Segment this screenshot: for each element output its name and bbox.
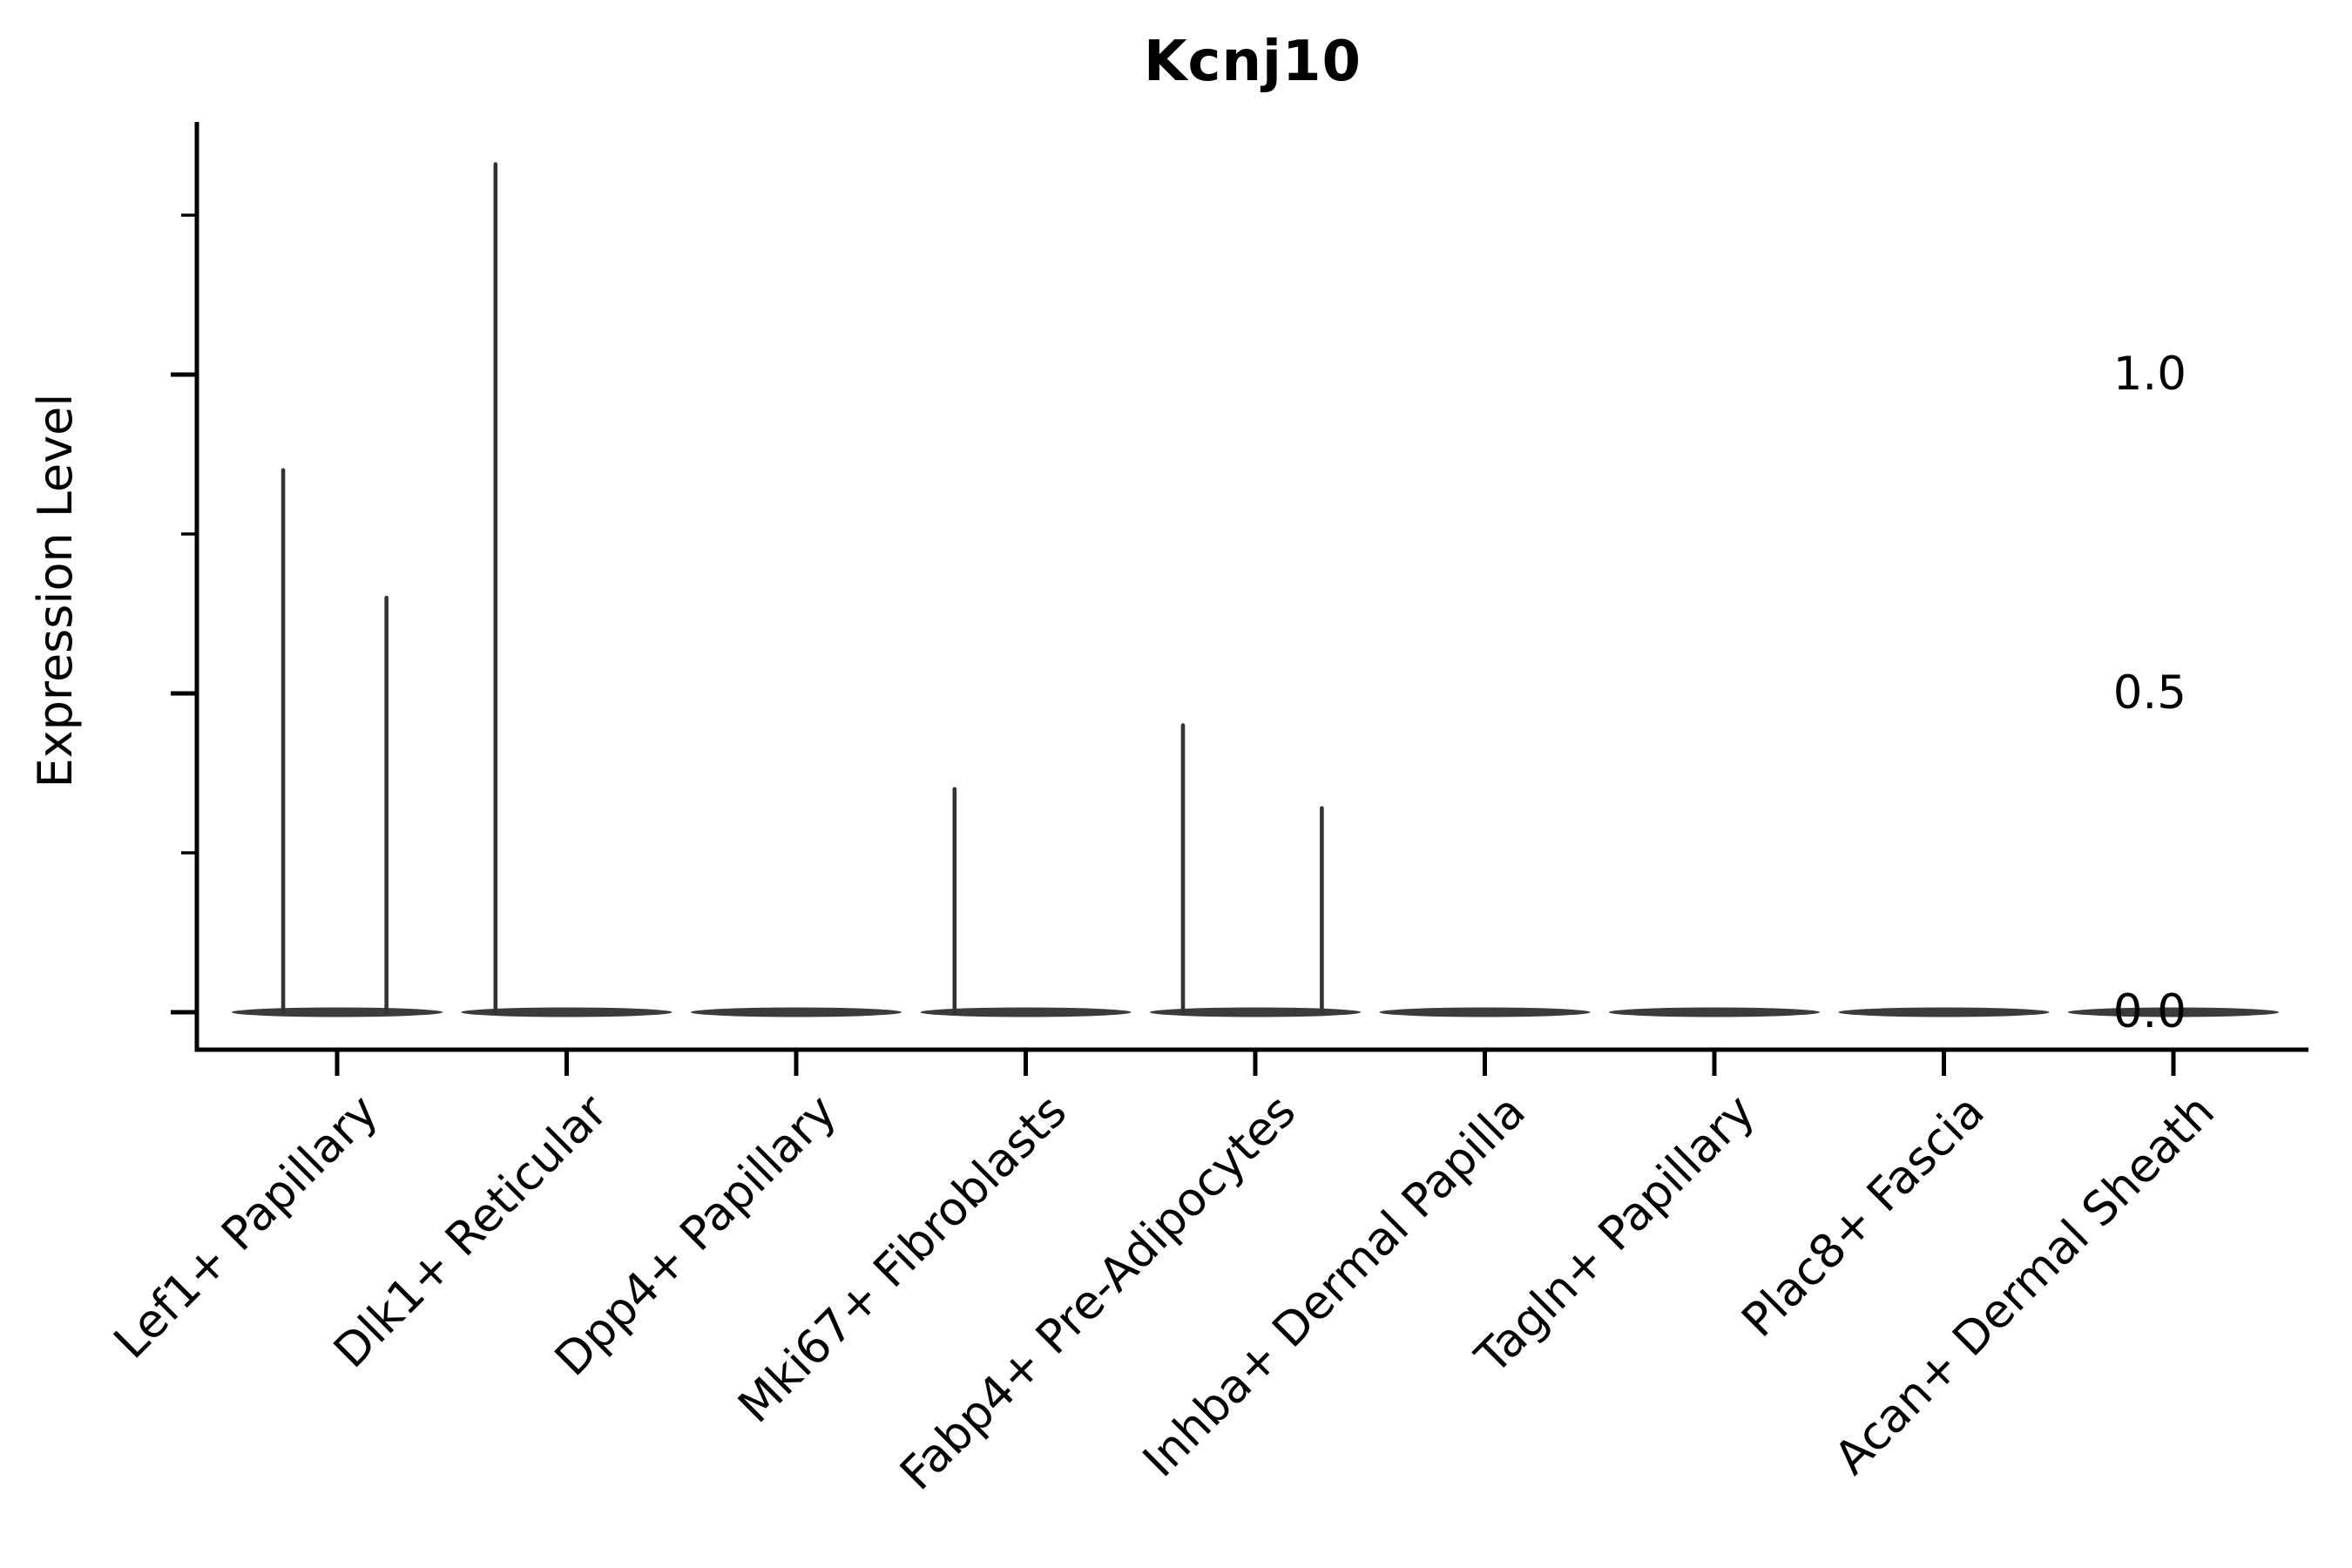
y-axis-label: Expression Level: [28, 393, 83, 788]
violin-body: [1150, 1007, 1361, 1017]
violin-body: [2068, 1007, 2279, 1017]
violin-body: [232, 1007, 443, 1017]
violin-body: [1838, 1007, 2050, 1017]
chart-title: Kcnj10: [1143, 30, 1362, 94]
violin-body: [920, 1007, 1132, 1017]
violin-body: [691, 1007, 902, 1017]
y-tick-label: 0.0: [2112, 985, 2186, 1038]
y-tick-label: 0.5: [2112, 666, 2186, 720]
violin-body: [461, 1007, 672, 1017]
violin-body: [1609, 1007, 1820, 1017]
y-tick-label: 1.0: [2112, 348, 2186, 401]
violin-body: [1379, 1007, 1591, 1017]
